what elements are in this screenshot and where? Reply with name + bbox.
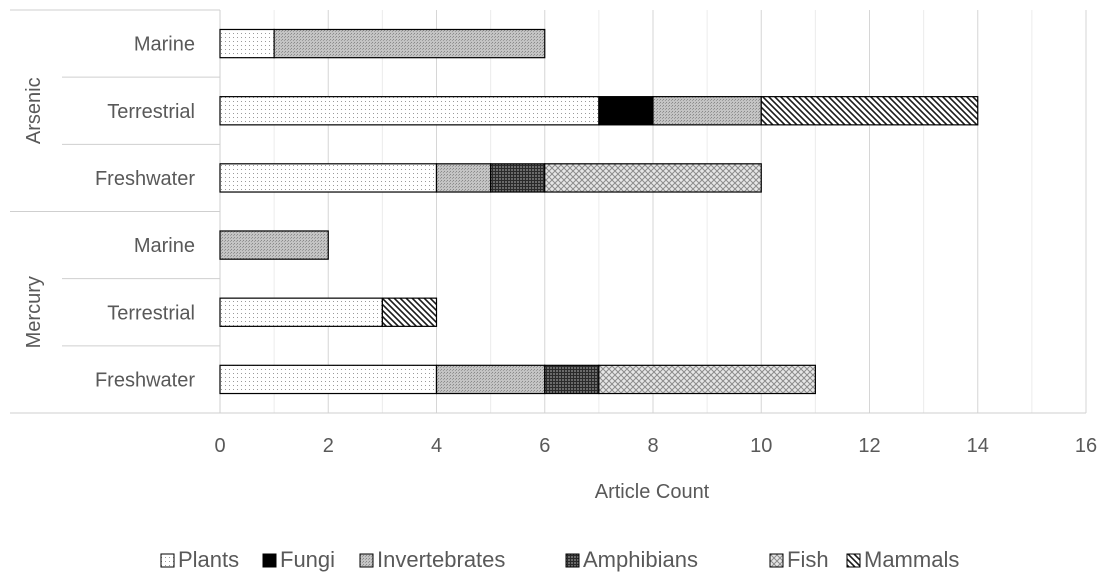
x-tick-label: 14 bbox=[967, 435, 989, 457]
legend-swatch-fungi bbox=[262, 553, 277, 568]
gridlines bbox=[219, 10, 1087, 413]
x-axis-ticks: 0 2 4 6 8 10 12 14 16 bbox=[214, 435, 1097, 457]
bar-segment-plants bbox=[219, 297, 383, 327]
x-tick-label: 2 bbox=[323, 435, 334, 457]
bars bbox=[219, 28, 979, 395]
group-label: Mercury bbox=[23, 276, 45, 348]
legend-label: Invertebrates bbox=[377, 547, 505, 572]
bar-segment-amphibians bbox=[544, 364, 600, 395]
bar-segment-amphibians bbox=[490, 163, 546, 193]
category-label: Freshwater bbox=[95, 369, 195, 391]
bar-segment-fungi bbox=[598, 96, 654, 126]
category-label: Terrestrial bbox=[107, 302, 195, 324]
category-label: Marine bbox=[134, 235, 195, 257]
bar-segment-fish bbox=[544, 163, 762, 193]
bar-segment-mammals bbox=[381, 297, 438, 327]
legend-label: Mammals bbox=[864, 547, 959, 572]
x-tick-label: 6 bbox=[539, 435, 550, 457]
bar-segment-invertebrates bbox=[273, 28, 546, 59]
legend-label: Amphibians bbox=[583, 547, 698, 572]
legend: Plants Fungi Invertebrates Amphibians Fish Ma… bbox=[160, 547, 959, 572]
legend-label: Plants bbox=[178, 547, 239, 572]
category-label: Marine bbox=[134, 34, 195, 56]
bar-segment-plants bbox=[219, 163, 438, 193]
x-tick-label: 12 bbox=[858, 435, 880, 457]
bar-segment-plants bbox=[219, 364, 438, 395]
x-tick-label: 0 bbox=[214, 435, 225, 457]
x-tick-label: 8 bbox=[647, 435, 658, 457]
bar-segment-plants bbox=[219, 96, 600, 126]
x-tick-label: 16 bbox=[1075, 435, 1097, 457]
group-dividers bbox=[10, 9, 1086, 414]
bar-segment-fish bbox=[598, 364, 816, 395]
legend-label: Fish bbox=[787, 547, 829, 572]
legend-swatch-plants bbox=[160, 553, 175, 568]
category-label: Freshwater bbox=[95, 168, 195, 190]
bar-segment-invertebrates bbox=[652, 96, 762, 126]
category-labels: Marine Terrestrial Freshwater Marine Terrest… bbox=[95, 34, 195, 392]
legend-swatch-amphibians bbox=[565, 553, 580, 568]
legend-swatch-invertebrates bbox=[359, 553, 374, 568]
bar-segment-invertebrates bbox=[435, 163, 492, 193]
x-axis-title: Article Count bbox=[595, 481, 710, 503]
legend-swatch-mammals bbox=[846, 553, 861, 568]
bar-segment-mammals bbox=[760, 96, 979, 126]
bar-segment-invertebrates bbox=[435, 364, 546, 395]
legend-label: Fungi bbox=[280, 547, 335, 572]
legend-swatch-fish bbox=[769, 553, 784, 568]
bar-segment-invertebrates bbox=[219, 230, 329, 260]
bar-segment-plants bbox=[219, 28, 275, 59]
category-label: Terrestrial bbox=[107, 101, 195, 123]
group-label: Arsenic bbox=[23, 77, 45, 144]
x-tick-label: 10 bbox=[750, 435, 772, 457]
group-labels: Arsenic Mercury bbox=[23, 77, 45, 348]
x-tick-label: 4 bbox=[431, 435, 442, 457]
